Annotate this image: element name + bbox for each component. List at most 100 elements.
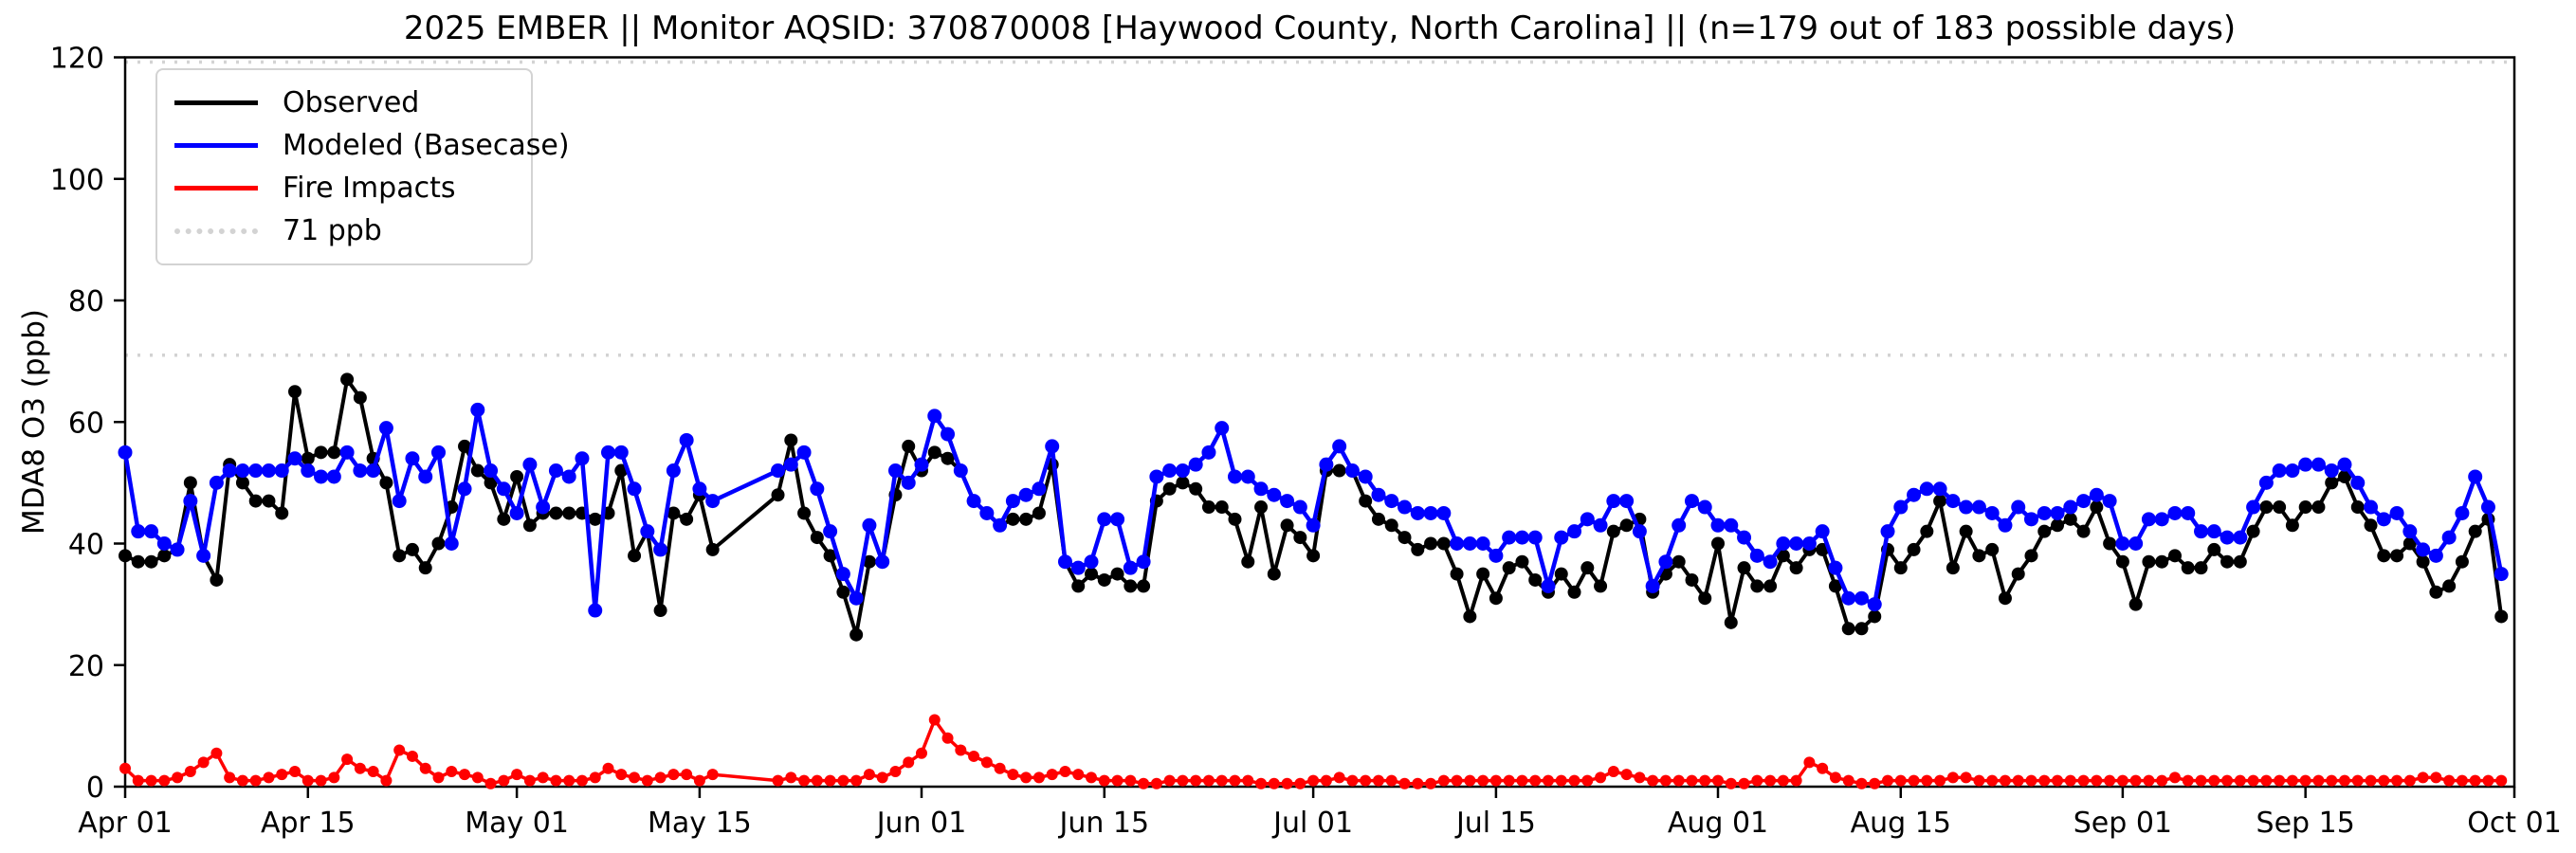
data-point-marker bbox=[2128, 597, 2143, 611]
data-point-marker bbox=[1934, 774, 1946, 787]
data-point-marker bbox=[1789, 536, 1804, 551]
data-point-marker bbox=[1057, 554, 1072, 570]
data-point-marker bbox=[2167, 505, 2183, 520]
data-point-marker bbox=[1749, 548, 1764, 563]
data-point-marker bbox=[1046, 769, 1058, 781]
data-point-marker bbox=[1320, 774, 1332, 787]
data-point-marker bbox=[772, 774, 784, 787]
data-point-marker bbox=[1999, 774, 2011, 787]
data-point-marker bbox=[1632, 524, 1647, 539]
data-point-marker bbox=[667, 769, 680, 781]
data-point-marker bbox=[1593, 517, 1608, 533]
data-point-marker bbox=[340, 372, 355, 387]
data-point-marker bbox=[457, 481, 472, 497]
data-point-marker bbox=[170, 542, 185, 557]
data-point-marker bbox=[589, 771, 601, 784]
data-point-marker bbox=[1698, 591, 1712, 606]
data-point-marker bbox=[2391, 774, 2403, 787]
x-tick-label: Oct 01 bbox=[2467, 807, 2562, 840]
data-point-marker bbox=[1281, 777, 1293, 789]
data-point-marker bbox=[2337, 469, 2351, 483]
data-point-marker bbox=[2443, 774, 2456, 787]
data-point-marker bbox=[470, 402, 485, 417]
data-point-marker bbox=[1201, 500, 1215, 515]
data-point-marker bbox=[889, 765, 902, 777]
data-point-marker bbox=[1985, 542, 2000, 556]
data-point-marker bbox=[1307, 774, 1320, 787]
data-point-marker bbox=[2378, 774, 2390, 787]
data-point-marker bbox=[1803, 756, 1816, 769]
data-point-marker bbox=[172, 771, 184, 784]
data-point-marker bbox=[2469, 774, 2481, 787]
data-point-marker bbox=[562, 506, 576, 520]
data-point-marker bbox=[1606, 494, 1621, 509]
data-point-marker bbox=[783, 457, 798, 472]
data-point-marker bbox=[224, 771, 236, 784]
data-point-marker bbox=[2051, 518, 2065, 533]
data-point-marker bbox=[1503, 774, 1515, 787]
data-point-marker bbox=[796, 445, 812, 460]
data-point-marker bbox=[497, 512, 511, 526]
data-point-marker bbox=[2350, 500, 2365, 515]
data-point-marker bbox=[1371, 487, 1386, 502]
data-point-marker bbox=[1450, 536, 1465, 551]
data-point-marker bbox=[2416, 542, 2431, 557]
data-point-marker bbox=[798, 774, 811, 787]
data-point-marker bbox=[1332, 463, 1346, 478]
data-point-marker bbox=[498, 774, 510, 787]
data-point-marker bbox=[2115, 554, 2129, 569]
data-point-marker bbox=[379, 476, 393, 490]
data-point-marker bbox=[2364, 499, 2379, 515]
data-point-marker bbox=[1672, 517, 1687, 533]
data-point-marker bbox=[1528, 572, 1543, 587]
legend-label: Fire Impacts bbox=[283, 172, 456, 205]
data-point-marker bbox=[405, 451, 420, 466]
data-point-marker bbox=[1921, 774, 1933, 787]
data-point-marker bbox=[1137, 579, 1151, 593]
data-point-marker bbox=[850, 774, 863, 787]
data-point-marker bbox=[2220, 530, 2235, 545]
data-point-marker bbox=[196, 548, 211, 563]
chart-title: 2025 EMBER || Monitor AQSID: 370870008 [… bbox=[403, 9, 2237, 47]
data-point-marker bbox=[392, 494, 407, 509]
data-point-marker bbox=[248, 463, 264, 479]
data-point-marker bbox=[980, 756, 993, 769]
data-point-marker bbox=[1829, 771, 1841, 784]
data-point-marker bbox=[209, 475, 224, 490]
data-point-marker bbox=[1710, 517, 1726, 533]
data-point-marker bbox=[575, 774, 588, 787]
data-point-marker bbox=[1659, 774, 1672, 787]
data-point-marker bbox=[835, 567, 850, 582]
data-point-marker bbox=[2430, 771, 2442, 784]
data-point-marker bbox=[705, 494, 721, 509]
data-point-marker bbox=[157, 549, 172, 563]
data-point-marker bbox=[823, 549, 837, 563]
data-point-marker bbox=[1411, 542, 1425, 556]
data-point-marker bbox=[1123, 560, 1138, 575]
data-point-marker bbox=[849, 590, 864, 606]
data-point-marker bbox=[2389, 505, 2404, 520]
data-point-marker bbox=[1188, 457, 1203, 472]
data-point-marker bbox=[1854, 622, 1869, 636]
threshold-line-sample-icon bbox=[174, 227, 258, 234]
data-point-marker bbox=[1006, 512, 1020, 526]
data-point-marker bbox=[1738, 777, 1750, 789]
data-point-marker bbox=[301, 774, 314, 787]
data-point-marker bbox=[1907, 487, 1922, 502]
data-point-marker bbox=[1554, 530, 1569, 545]
data-point-marker bbox=[613, 445, 629, 460]
data-point-marker bbox=[1973, 774, 1985, 787]
data-point-marker bbox=[1554, 567, 1568, 581]
data-point-marker bbox=[2195, 774, 2207, 787]
data-point-marker bbox=[314, 445, 328, 460]
data-point-marker bbox=[2091, 774, 2103, 787]
data-point-marker bbox=[955, 744, 967, 756]
data-point-marker bbox=[444, 536, 459, 551]
data-point-marker bbox=[1869, 777, 1881, 789]
data-point-marker bbox=[2390, 549, 2404, 563]
data-point-marker bbox=[366, 463, 381, 479]
data-point-marker bbox=[522, 518, 537, 533]
data-point-marker bbox=[353, 463, 368, 479]
data-point-marker bbox=[1227, 469, 1242, 484]
data-point-marker bbox=[1254, 500, 1269, 515]
